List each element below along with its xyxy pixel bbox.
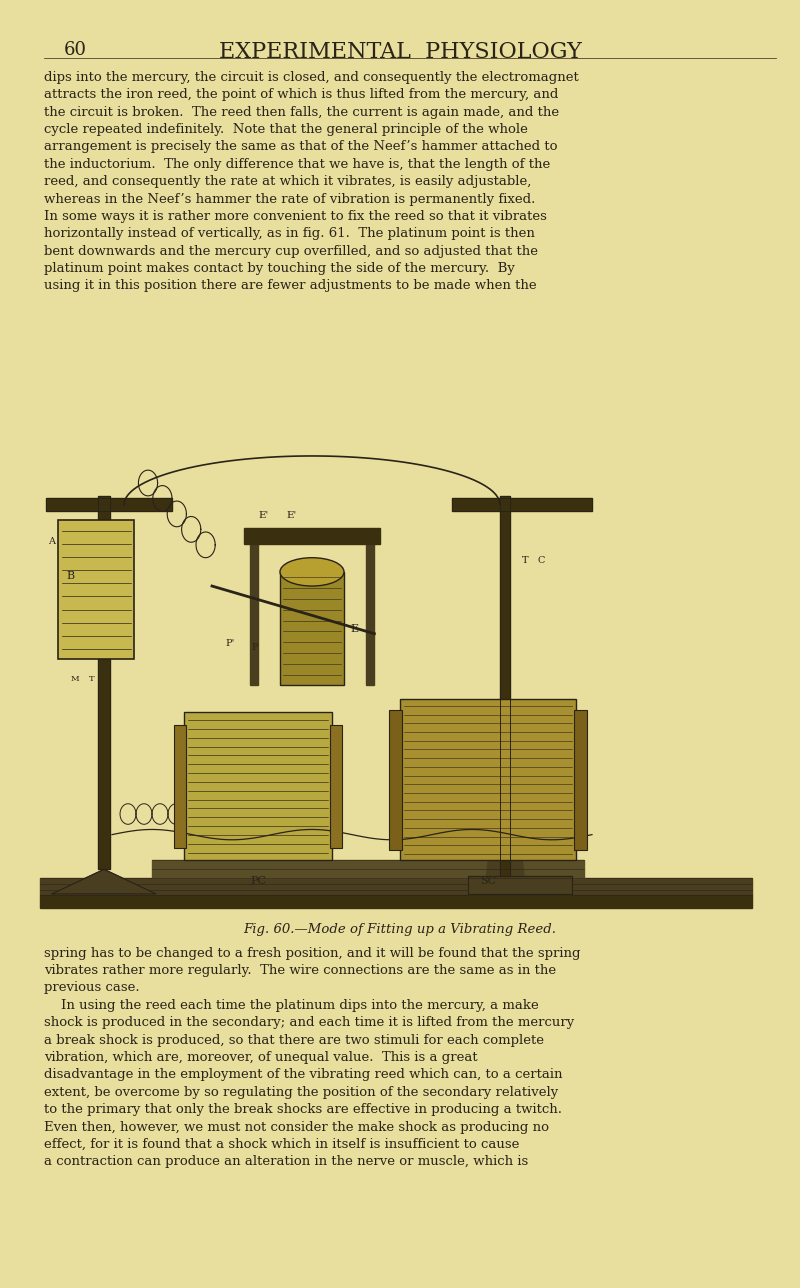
Bar: [389, 710, 402, 850]
Text: cycle repeated indefinitely.  Note that the general principle of the whole: cycle repeated indefinitely. Note that t…: [44, 124, 528, 137]
Polygon shape: [46, 498, 172, 511]
Text: reed, and consequently the rate at which it vibrates, is easily adjustable,: reed, and consequently the rate at which…: [44, 175, 531, 188]
Text: E': E': [259, 511, 269, 520]
Polygon shape: [452, 498, 592, 511]
Bar: [574, 710, 587, 850]
Text: previous case.: previous case.: [44, 981, 140, 994]
Text: a break shock is produced, so that there are two stimuli for each complete: a break shock is produced, so that there…: [44, 1033, 544, 1047]
Text: dips into the mercury, the circuit is closed, and consequently the electromagnet: dips into the mercury, the circuit is cl…: [44, 71, 578, 84]
Text: shock is produced in the secondary; and each time it is lifted from the mercury: shock is produced in the secondary; and …: [44, 1016, 574, 1029]
Text: Fig. 60.—Mode of Fitting up a Vibrating Reed.: Fig. 60.—Mode of Fitting up a Vibrating …: [243, 923, 557, 936]
Text: P: P: [251, 644, 258, 652]
Polygon shape: [468, 876, 572, 894]
Polygon shape: [250, 544, 258, 685]
Bar: [58, 520, 134, 659]
Bar: [280, 572, 344, 685]
Text: vibrates rather more regularly.  The wire connections are the same as in the: vibrates rather more regularly. The wire…: [44, 963, 556, 978]
Polygon shape: [366, 544, 374, 685]
Text: E': E': [287, 511, 297, 520]
Text: T: T: [522, 556, 528, 564]
Text: whereas in the Neef’s hammer the rate of vibration is permanently fixed.: whereas in the Neef’s hammer the rate of…: [44, 193, 535, 206]
Text: SC: SC: [480, 876, 496, 886]
Text: In some ways it is rather more convenient to fix the reed so that it vibrates: In some ways it is rather more convenien…: [44, 210, 547, 223]
Text: the circuit is broken.  The reed then falls, the current is again made, and the: the circuit is broken. The reed then fal…: [44, 106, 559, 118]
Text: P': P': [226, 640, 235, 648]
Polygon shape: [52, 869, 156, 894]
Polygon shape: [40, 878, 752, 895]
Text: PC: PC: [250, 876, 266, 886]
Text: spring has to be changed to a fresh position, and it will be found that the spri: spring has to be changed to a fresh posi…: [44, 947, 581, 960]
Text: effect, for it is found that a shock which in itself is insufficient to cause: effect, for it is found that a shock whi…: [44, 1139, 519, 1151]
Text: platinum point makes contact by touching the side of the mercury.  By: platinum point makes contact by touching…: [44, 263, 515, 276]
Text: 60: 60: [64, 41, 87, 59]
Text: disadvantage in the employment of the vibrating reed which can, to a certain: disadvantage in the employment of the vi…: [44, 1069, 562, 1082]
Polygon shape: [244, 528, 380, 544]
Text: E: E: [350, 623, 358, 634]
Polygon shape: [500, 496, 510, 876]
Polygon shape: [152, 860, 584, 878]
Text: a contraction can produce an alteration in the nerve or muscle, which is: a contraction can produce an alteration …: [44, 1155, 528, 1168]
Text: bent downwards and the mercury cup overfilled, and so adjusted that the: bent downwards and the mercury cup overf…: [44, 245, 538, 258]
Ellipse shape: [280, 558, 344, 586]
Text: using it in this position there are fewer adjustments to be made when the: using it in this position there are fewe…: [44, 279, 537, 292]
Text: A: A: [48, 537, 55, 546]
Text: vibration, which are, moreover, of unequal value.  This is a great: vibration, which are, moreover, of unequ…: [44, 1051, 478, 1064]
Bar: [400, 699, 576, 860]
Text: horizontally instead of vertically, as in fig. 61.  The platinum point is then: horizontally instead of vertically, as i…: [44, 228, 535, 241]
Text: B: B: [66, 571, 74, 581]
Polygon shape: [40, 895, 752, 908]
Polygon shape: [486, 721, 524, 876]
Text: attracts the iron reed, the point of which is thus lifted from the mercury, and: attracts the iron reed, the point of whi…: [44, 89, 558, 102]
Text: the inductorium.  The only difference that we have is, that the length of the: the inductorium. The only difference tha…: [44, 158, 550, 171]
Text: Even then, however, we must not consider the make shock as producing no: Even then, however, we must not consider…: [44, 1121, 549, 1133]
Bar: [184, 712, 332, 860]
Text: extent, be overcome by so regulating the position of the secondary relatively: extent, be overcome by so regulating the…: [44, 1086, 558, 1099]
Text: In using the reed each time the platinum dips into the mercury, a make: In using the reed each time the platinum…: [44, 999, 538, 1012]
Text: M: M: [70, 675, 78, 683]
Bar: [330, 725, 342, 848]
Text: arrangement is precisely the same as that of the Neef’s hammer attached to: arrangement is precisely the same as tha…: [44, 140, 558, 153]
Text: C: C: [538, 556, 545, 564]
Bar: [174, 725, 186, 848]
Polygon shape: [98, 496, 110, 869]
Text: T: T: [89, 675, 95, 683]
Text: EXPERIMENTAL  PHYSIOLOGY: EXPERIMENTAL PHYSIOLOGY: [218, 41, 582, 63]
Text: to the primary that only the break shocks are effective in producing a twitch.: to the primary that only the break shock…: [44, 1103, 562, 1117]
